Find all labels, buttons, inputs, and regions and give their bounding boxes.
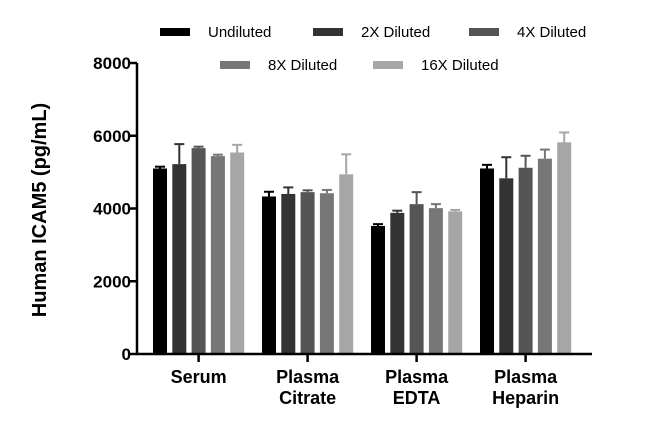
bar bbox=[262, 196, 276, 354]
bar bbox=[448, 211, 463, 354]
bar bbox=[480, 168, 494, 354]
legend-swatch bbox=[373, 61, 403, 69]
legend-swatch bbox=[160, 28, 190, 36]
bar bbox=[499, 178, 514, 354]
x-category-label: Serum bbox=[171, 367, 227, 387]
bar bbox=[210, 156, 225, 354]
legend-label: 16X Diluted bbox=[421, 57, 499, 74]
bar bbox=[300, 192, 315, 354]
bars bbox=[153, 131, 572, 354]
bar bbox=[371, 225, 385, 354]
y-tick-label: 8000 bbox=[93, 54, 131, 73]
x-axis: Serum Plasma Citrate Plasma EDTA Plasma Hepari… bbox=[136, 352, 592, 408]
legend-item: 4X Diluted bbox=[469, 24, 586, 41]
legend-swatch bbox=[469, 28, 499, 36]
legend-item: Undiluted bbox=[160, 24, 271, 41]
y-tick-label: 4000 bbox=[93, 200, 131, 219]
legend-item: 8X Diluted bbox=[220, 57, 337, 74]
legend-item: 16X Diluted bbox=[373, 57, 499, 74]
legend-swatch bbox=[220, 61, 250, 69]
y-tick-label: 6000 bbox=[93, 127, 131, 146]
bar bbox=[281, 193, 296, 354]
bar bbox=[537, 158, 552, 354]
bar bbox=[191, 148, 206, 354]
legend-label: Undiluted bbox=[208, 24, 271, 41]
y-axis: 0 2000 4000 6000 8000 bbox=[93, 54, 139, 364]
bar bbox=[409, 204, 424, 354]
legend-label: 8X Diluted bbox=[268, 57, 337, 74]
legend-swatch bbox=[313, 28, 343, 36]
bar bbox=[319, 193, 334, 354]
x-category-label: Plasma EDTA bbox=[385, 367, 449, 408]
bar bbox=[518, 167, 533, 354]
x-category-label: Plasma Citrate bbox=[276, 367, 340, 408]
bar bbox=[390, 212, 405, 354]
y-axis-label: Human ICAM5 (pg/mL) bbox=[29, 103, 51, 317]
legend-label: 4X Diluted bbox=[517, 24, 586, 41]
legend-item: 2X Diluted bbox=[313, 24, 430, 41]
bar bbox=[172, 164, 187, 354]
bar bbox=[339, 174, 354, 354]
y-tick-label: 0 bbox=[122, 345, 131, 364]
bar bbox=[557, 142, 572, 354]
bar bbox=[230, 152, 245, 354]
bar bbox=[428, 208, 443, 354]
legend-label: 2X Diluted bbox=[361, 24, 430, 41]
x-category-label: Plasma Heparin bbox=[492, 367, 559, 408]
bar bbox=[153, 168, 167, 354]
y-tick-label: 2000 bbox=[93, 272, 131, 291]
legend: Undiluted 2X Diluted 4X Diluted 8X Diluted 1… bbox=[160, 24, 586, 74]
